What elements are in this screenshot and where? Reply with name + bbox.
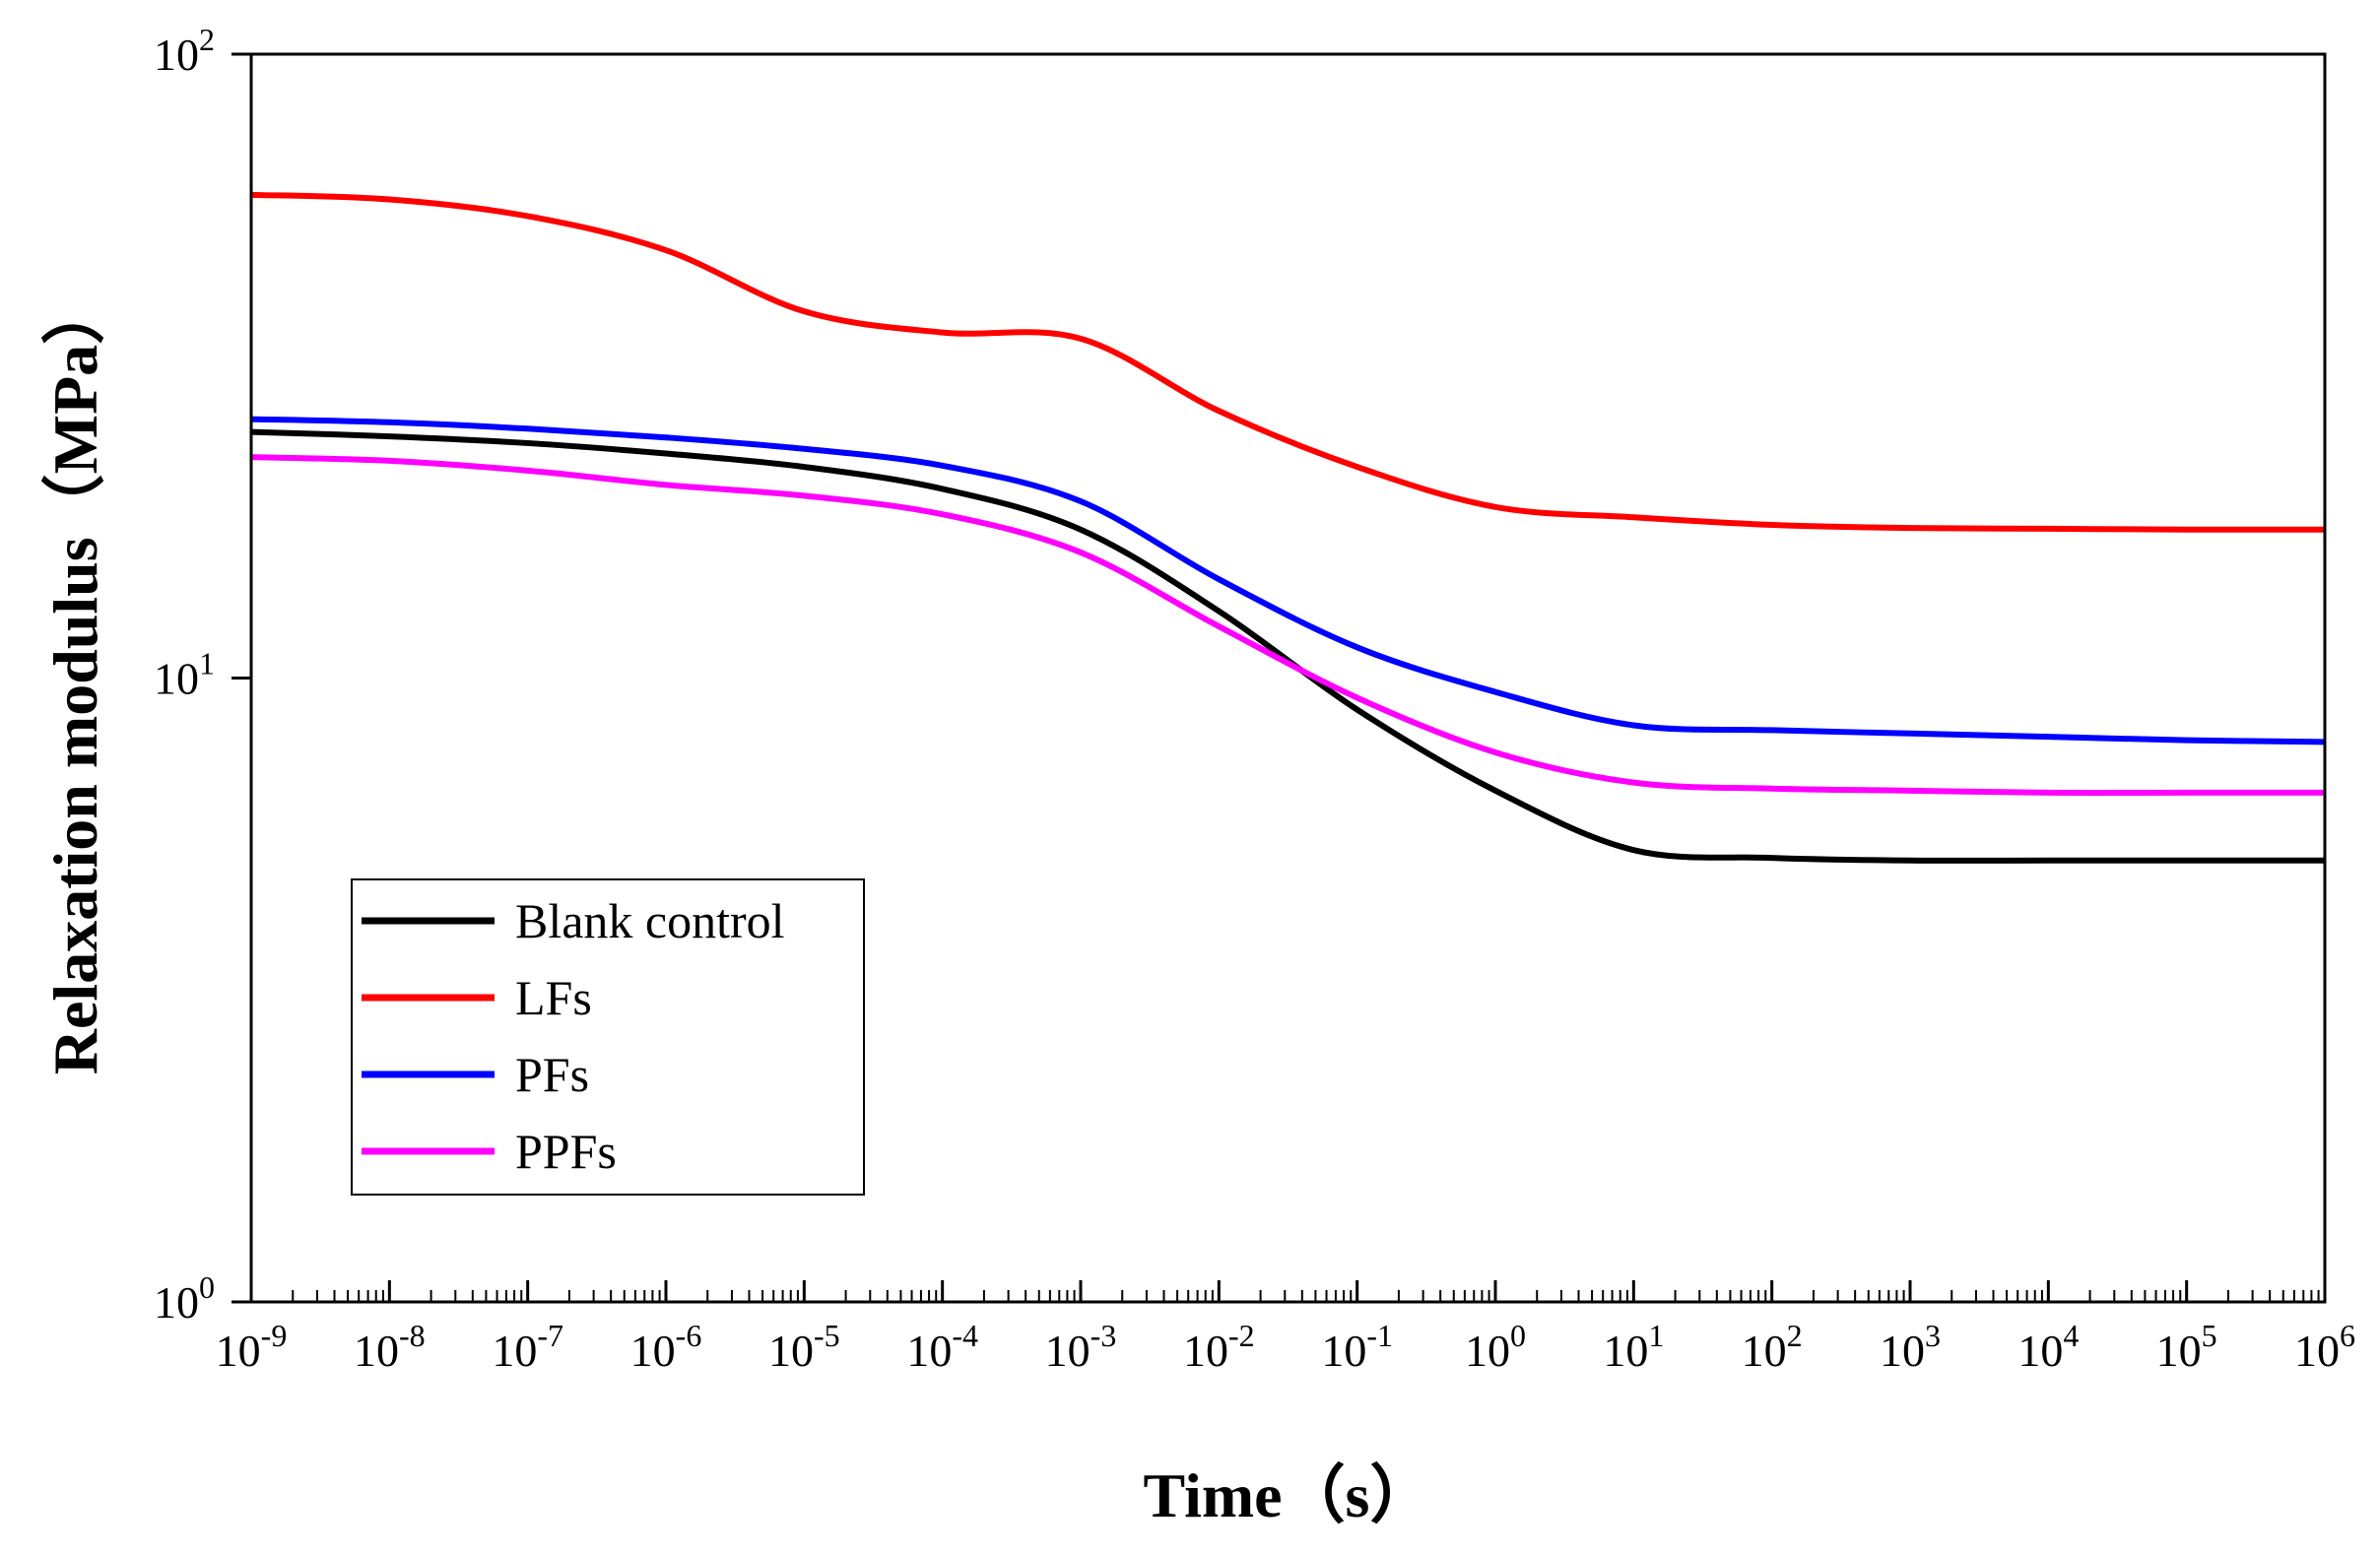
legend: Blank control LFs PFs PPFs [351, 878, 865, 1196]
x-axis-ticks [249, 1280, 2327, 1302]
x-tick-label: 10-6 [630, 1318, 702, 1376]
legend-label: Blank control [515, 893, 785, 948]
y-tick-label: 100 [154, 1269, 215, 1328]
y-axis-ticks [231, 52, 251, 1304]
series-line-lfs [251, 191, 2325, 533]
series-line-ppfs [251, 454, 2325, 797]
x-tick-label: 100 [1465, 1318, 1526, 1376]
x-tick-label: 10-2 [1183, 1318, 1255, 1376]
series-line-blank-control [251, 428, 2325, 864]
x-tick-label: 103 [1880, 1318, 1941, 1376]
legend-label: PPFs [515, 1124, 617, 1179]
x-tick-label: 102 [1742, 1318, 1803, 1376]
x-axis-title: Time（s） [1144, 1460, 1433, 1530]
legend-label: LFs [515, 970, 592, 1025]
x-tick-label: 10-3 [1045, 1318, 1117, 1376]
x-tick-label: 10-5 [768, 1318, 840, 1376]
x-axis-tick-labels: 10-9 10-8 10-7 10-6 10-5 10-4 10-3 10-2 10-1 100 1… [216, 1318, 2355, 1376]
x-tick-label: 101 [1603, 1318, 1664, 1376]
x-tick-label: 10-7 [492, 1318, 563, 1376]
x-tick-label: 10-1 [1321, 1318, 1393, 1376]
x-tick-label: 10-8 [354, 1318, 426, 1376]
series-layer [251, 191, 2325, 864]
series-line-pfs [251, 416, 2325, 746]
legend-box [351, 878, 865, 1196]
y-tick-label: 102 [154, 22, 215, 80]
y-axis-tick-labels: 100 101 102 [154, 22, 215, 1328]
x-tick-label: 10-4 [906, 1318, 978, 1376]
legend-label: PFs [515, 1047, 589, 1102]
x-tick-label: 10-9 [216, 1318, 288, 1376]
x-tick-label: 106 [2294, 1318, 2355, 1376]
x-tick-label: 105 [2156, 1318, 2217, 1376]
y-axis-title: Relaxation modulus（MPa） [40, 282, 110, 1074]
y-tick-label: 101 [154, 646, 215, 704]
x-tick-label: 104 [2017, 1318, 2079, 1376]
